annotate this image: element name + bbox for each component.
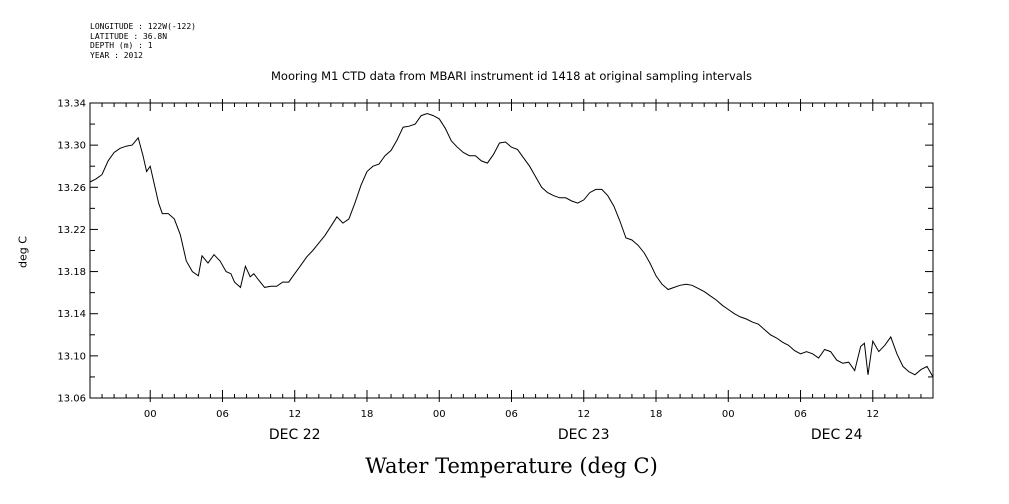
- y-tick-label: 13.14: [57, 309, 86, 320]
- metadata-block: LONGITUDE : 122W(-122) LATITUDE : 36.8N …: [90, 22, 196, 60]
- x-tick-label: 12: [288, 409, 301, 420]
- series-line: [89, 112, 934, 378]
- x-tick-label: 06: [216, 409, 229, 420]
- x-tick-label: 12: [866, 409, 879, 420]
- x-axis-label: Water Temperature (deg C): [365, 454, 658, 478]
- x-tick-label: 06: [794, 409, 807, 420]
- longitude-label: LONGITUDE : 122W(-122): [90, 22, 196, 31]
- x-tick-label: 00: [144, 409, 157, 420]
- year-label: YEAR : 2012: [90, 50, 143, 60]
- y-tick-label: 13.18: [57, 267, 86, 278]
- x-day-label: DEC 24: [811, 427, 863, 443]
- x-day-label: DEC 22: [269, 427, 321, 443]
- x-day-label: DEC 23: [558, 427, 610, 443]
- depth-label: DEPTH (m) : 1: [90, 41, 153, 50]
- y-tick-label: 13.30: [57, 141, 86, 152]
- latitude-label: LATITUDE : 36.8N: [90, 31, 168, 41]
- y-tick-label: 13.22: [57, 225, 86, 236]
- y-tick-label: 13.26: [57, 183, 86, 194]
- x-tick-label: 12: [577, 409, 590, 420]
- y-tick-label: 13.34: [57, 99, 86, 110]
- x-tick-label: 06: [505, 409, 518, 420]
- y-tick-label: 13.06: [57, 394, 86, 405]
- x-axis-ticks: 00 06 12 18 00 06 12 18 00 06 12 DEC 22 DEC 23 DEC 24: [89, 99, 934, 443]
- x-tick-label: 18: [361, 409, 374, 420]
- y-axis-ticks: 13.06 13.10 13.14 13.18 13.22 13.26 13.30 13.34: [57, 99, 933, 405]
- x-tick-label: 00: [722, 409, 735, 420]
- y-tick-label: 13.10: [57, 351, 86, 362]
- x-tick-label: 00: [433, 409, 446, 420]
- x-tick-label: 18: [650, 409, 663, 420]
- chart-title: Mooring M1 CTD data from MBARI instrumen…: [271, 69, 752, 83]
